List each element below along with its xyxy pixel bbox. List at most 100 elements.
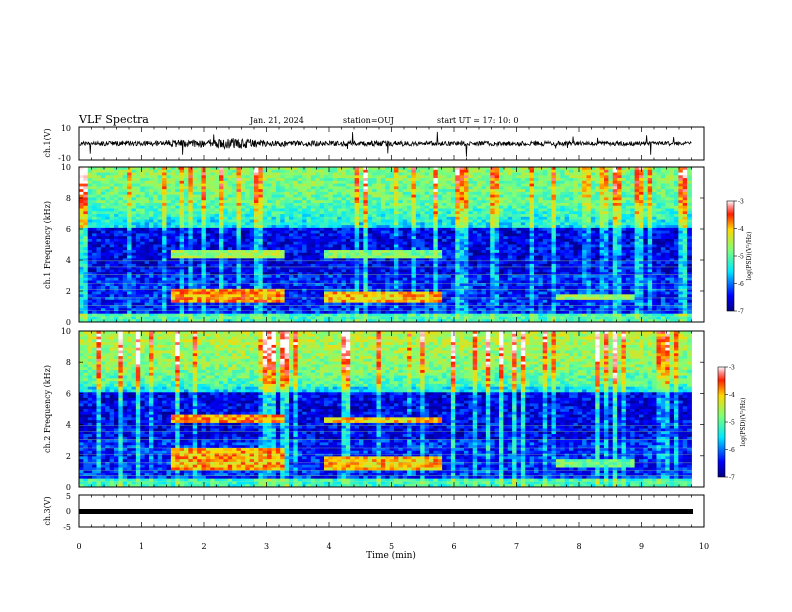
spectrogram-cell [262,241,268,245]
spectrogram-cell [210,280,216,284]
spectrogram-cell [127,211,132,215]
spectrogram-cell [240,288,246,292]
spectrogram-cell [380,211,386,215]
spectrogram-cell [192,194,198,198]
spectrogram-cell [114,219,119,223]
spectrogram-cell [280,313,286,317]
spectrogram-cell [324,172,329,176]
spectrogram-cell [363,302,369,306]
spectrogram-cell [367,236,373,240]
spectrogram-cell [345,214,351,218]
spectrogram-cell [271,286,277,290]
spectrogram-cell [402,299,408,304]
spectrogram-cell [267,233,272,237]
spectrogram-cell [249,197,255,201]
spectrogram-cell [455,261,461,265]
spectrogram-cell [442,169,447,173]
spectrogram-cell [350,250,356,254]
spectrogram-cell [236,216,242,220]
spectrogram-cell [232,294,237,298]
spectrogram-cell [83,258,89,262]
spectrogram-cell [135,216,141,220]
spectrogram-cell [232,216,237,220]
spectrogram-cell [302,183,307,187]
spectrogram-cell [450,194,456,198]
spectrogram-cell [179,189,185,193]
spectrogram-cell [446,269,452,273]
spectrogram-cell [341,277,347,281]
spectrogram-cell [232,208,237,212]
spectrogram-cell [293,291,299,295]
spectrogram-cell [415,263,421,268]
spectrogram-cell [437,202,443,207]
spectrogram-cell [411,208,417,212]
spectrogram-cell [240,310,246,315]
spectrogram-cell [210,250,216,254]
spectrogram-cell [280,208,286,212]
spectrogram-cell [411,178,417,182]
spectrogram-cell [315,175,321,179]
spectrogram-cell [284,175,290,179]
spectrogram-cell [236,250,242,254]
spectrogram-cell [402,236,408,240]
spectrogram-cell [153,208,159,212]
spectrogram-cell [236,186,242,190]
spectrogram-cell [92,283,97,287]
spectrogram-cell [411,175,417,179]
spectrogram-cell [420,286,426,290]
spectrogram-cell [450,230,456,234]
spectrogram-cell [236,219,242,223]
spectrogram-cell [402,283,408,287]
spectrogram-cell [284,297,290,301]
spectrogram-cell [170,305,176,309]
spectrogram-cell [219,167,224,171]
spectrogram-cell [319,230,325,234]
spectrogram-cell [289,205,294,209]
spectrogram-cell [131,208,137,212]
spectrogram-cell [131,286,137,290]
spectrogram-cell [315,178,321,182]
spectrogram-cell [153,258,159,262]
spectrogram-cell [407,172,412,176]
spectrogram-cell [153,250,159,254]
spectrogram-cell [83,266,89,270]
spectrogram-cell [350,180,356,185]
spectrogram-cell [415,299,421,304]
spectrogram-cell [140,172,146,176]
spectrogram-cell [284,219,290,223]
spectrogram-cell [433,233,439,237]
spectrogram-cell [319,266,325,270]
spectrogram-cell [100,250,106,254]
spectrogram-cell [210,202,216,207]
spectrogram-cell [455,272,461,276]
spectrogram-cell [345,186,351,190]
spectrogram-cell [363,238,369,243]
spectrogram-cell [92,178,97,182]
spectrogram-cell [385,167,391,171]
spectrogram-cell [267,208,272,212]
spectrogram-cell [184,180,189,185]
spectrogram-cell [214,316,220,320]
spectrogram-cell [372,291,377,295]
spectrogram-cell [337,194,342,198]
spectrogram-cell [275,297,281,301]
spectrogram-cell [319,299,325,304]
spectrogram-cell [79,200,84,204]
spectrogram-cell [170,208,176,212]
spectrogram-cell [354,183,360,187]
spectrogram-cell [153,202,159,207]
spectrogram-cell [153,230,159,234]
spectrogram-cell [114,236,119,240]
spectrogram-cell [394,230,399,234]
spectrogram-cell [79,214,84,218]
spectrogram-cell [302,308,307,312]
spectrogram-cell [345,261,351,265]
spectrogram-cell [293,274,299,279]
spectrogram-cell [114,305,119,309]
spectrogram-cell [424,219,430,223]
spectrogram-cell [192,230,198,234]
spectrogram-cell [363,227,369,232]
spectrogram-cell [359,308,364,312]
spectrogram-cell [302,169,307,173]
spectrogram-cell [363,286,369,290]
